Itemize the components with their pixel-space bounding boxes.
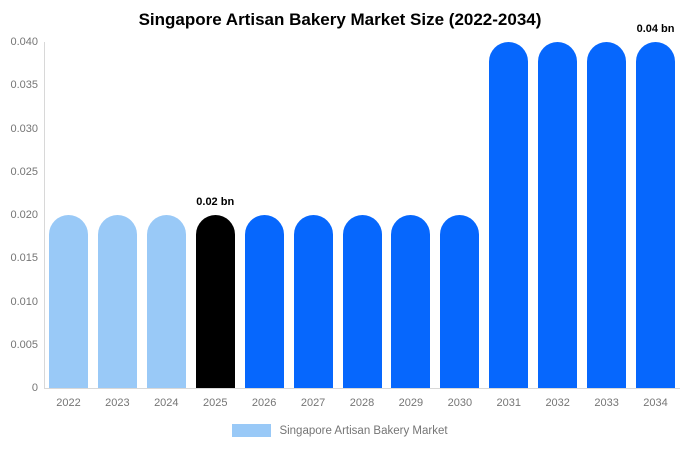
y-axis-line — [44, 42, 45, 388]
bar-2029[interactable] — [391, 215, 431, 388]
y-tick-label-0.030: 0.030 — [10, 122, 38, 135]
y-tick-label-0.015: 0.015 — [10, 252, 38, 265]
bar-2022[interactable] — [48, 215, 88, 388]
legend: Singapore Artisan Bakery Market — [0, 424, 680, 437]
legend-swatch-icon — [232, 424, 272, 437]
x-tick-label-2034: 2034 — [643, 397, 668, 409]
legend-label: Singapore Artisan Bakery Market — [279, 424, 448, 437]
x-tick-label-2023: 2023 — [105, 397, 130, 409]
x-tick-label-2029: 2029 — [398, 397, 424, 409]
bar-2030[interactable] — [440, 215, 480, 388]
data-label-2034: 0.04 bn — [636, 23, 675, 35]
y-tick-label-0: 0 — [31, 382, 38, 394]
x-tick-label-2030: 2030 — [447, 397, 473, 409]
bar-2032[interactable] — [538, 42, 578, 388]
bar-2024[interactable] — [146, 215, 186, 388]
bar-2031[interactable] — [489, 42, 529, 388]
bar-2025[interactable] — [195, 215, 235, 388]
y-tick-label-0.020: 0.020 — [10, 209, 38, 221]
y-tick-label-0.005: 0.005 — [10, 338, 38, 351]
x-tick-label-2025: 2025 — [202, 397, 228, 409]
bar-2027[interactable] — [293, 215, 333, 388]
bar-2028[interactable] — [342, 215, 382, 388]
y-tick-label-0.035: 0.035 — [10, 79, 38, 92]
x-axis-line — [44, 388, 680, 389]
legend-item[interactable]: Singapore Artisan Bakery Market — [232, 424, 448, 437]
data-label-2025: 0.02 bn — [196, 196, 235, 208]
bar-2033[interactable] — [587, 42, 627, 388]
y-tick-label-0.040: 0.040 — [10, 36, 38, 48]
bar-2034[interactable] — [636, 42, 676, 388]
bar-2023[interactable] — [97, 215, 137, 388]
x-tick-label-2024: 2024 — [154, 397, 179, 409]
y-tick-label-0.010: 0.010 — [10, 295, 38, 308]
chart-title: Singapore Artisan Bakery Market Size (20… — [138, 10, 542, 29]
x-tick-label-2026: 2026 — [251, 397, 277, 409]
x-tick-label-2027: 2027 — [300, 397, 326, 409]
x-tick-label-2028: 2028 — [349, 397, 375, 409]
x-tick-label-2032: 2032 — [545, 397, 570, 409]
x-tick-label-2022: 2022 — [56, 397, 81, 409]
x-tick-label-2033: 2033 — [594, 397, 619, 409]
y-tick-label-0.025: 0.025 — [10, 165, 38, 178]
x-tick-label-2031: 2031 — [496, 397, 521, 409]
bar-2026[interactable] — [244, 215, 284, 388]
